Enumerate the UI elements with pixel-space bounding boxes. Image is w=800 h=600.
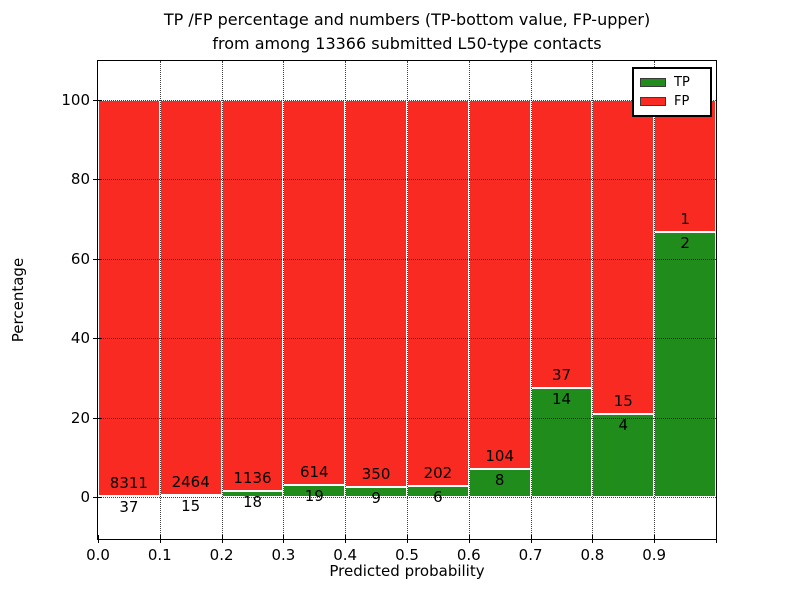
bar-segment-fp	[283, 99, 346, 486]
tp-count-label: 8	[494, 470, 505, 489]
tp-count-label: 6	[433, 487, 443, 506]
fp-count-label: 37	[551, 366, 572, 385]
tp-count-label: 9	[371, 489, 381, 508]
legend-row-tp: TP	[640, 73, 704, 92]
y-tick-label: 20	[70, 408, 90, 427]
x-tick-mark	[283, 535, 285, 543]
tp-count-label: 2	[680, 234, 690, 253]
fp-count-label: 614	[299, 463, 329, 482]
tp-count-label: 18	[242, 493, 263, 512]
y-tick-mark	[93, 99, 102, 101]
y-tick-mark	[93, 417, 102, 419]
bar-segment-fp	[221, 99, 284, 492]
y-tick-label: 100	[61, 90, 90, 109]
gridline-vertical	[407, 61, 408, 539]
x-tick-label: 0.4	[333, 546, 358, 564]
gridline-horizontal	[98, 417, 716, 419]
y-tick-mark	[93, 258, 102, 260]
gridline-horizontal	[98, 99, 716, 101]
x-tick-label: 0.9	[642, 546, 667, 564]
x-tick-mark	[716, 535, 717, 543]
bar-segment-tp	[530, 388, 593, 498]
x-tick-label: 0.1	[147, 546, 172, 564]
legend-row-fp: FP	[640, 92, 704, 111]
gridline-vertical	[592, 61, 594, 539]
bar-segment-fp	[345, 99, 407, 488]
gridline-vertical	[345, 61, 347, 539]
y-tick-mark	[93, 338, 102, 340]
y-tick-label: 80	[70, 170, 90, 189]
legend-label-fp: FP	[674, 94, 690, 109]
chart-title: TP /FP percentage and numbers (TP-bottom…	[97, 8, 717, 56]
x-tick-label: 0.0	[86, 546, 110, 564]
plot-area: TP FP 8311 37 2464 15 1136 18 614 19 350 9 202 6 104 8…	[61, 60, 717, 564]
y-tick-label: 40	[70, 329, 90, 348]
fp-count-label: 202	[423, 463, 453, 482]
fp-count-label: 104	[485, 446, 515, 465]
x-tick-label: 0.3	[271, 546, 296, 564]
y-tick-label: 60	[70, 249, 90, 268]
bar-segment-fp	[407, 99, 469, 486]
legend-swatch-tp	[640, 78, 666, 87]
x-tick-mark	[530, 535, 532, 543]
y-tick-mark	[93, 179, 102, 181]
x-tick-mark	[221, 535, 223, 543]
gridline-horizontal	[98, 258, 716, 260]
fp-count-label: 8311	[109, 473, 148, 492]
x-axis-label: Predicted probability	[329, 562, 485, 580]
fp-count-label: 2464	[171, 472, 210, 491]
legend: TP FP	[632, 67, 712, 117]
legend-label-tp: TP	[674, 75, 690, 90]
gridline-vertical	[654, 61, 656, 539]
bar-segment-fp	[159, 99, 222, 495]
x-tick-label: 0.2	[209, 546, 234, 564]
bar-segment-tp	[98, 495, 160, 498]
x-tick-mark	[98, 535, 99, 543]
legend-swatch-fp	[640, 97, 666, 106]
x-tick-mark	[468, 535, 470, 543]
bar-segment-fp	[592, 99, 655, 414]
gridline-vertical	[468, 61, 470, 539]
gridline-vertical	[221, 61, 223, 539]
x-tick-mark	[407, 535, 408, 543]
x-tick-mark	[345, 535, 347, 543]
tp-count-label: 19	[304, 487, 324, 506]
gridline-vertical	[283, 61, 285, 539]
gridline-horizontal	[98, 497, 716, 499]
gridline-vertical	[530, 61, 532, 539]
fp-count-label: 1136	[233, 469, 272, 488]
gridline-horizontal	[98, 338, 716, 340]
x-tick-label: 0.6	[456, 546, 481, 564]
bar-segment-fp	[530, 99, 593, 389]
chart-title-line1: TP /FP percentage and numbers (TP-bottom…	[163, 10, 651, 29]
x-tick-label: 0.8	[580, 546, 605, 564]
gridline-horizontal	[98, 179, 716, 181]
gridline-vertical	[159, 61, 161, 539]
fp-count-label: 15	[613, 391, 633, 410]
y-tick-mark	[93, 497, 102, 499]
tp-count-label: 4	[618, 415, 629, 434]
x-tick-mark	[654, 535, 656, 543]
y-axis-label: Percentage	[9, 257, 27, 343]
x-tick-label: 0.7	[518, 546, 543, 564]
tp-count-label: 15	[181, 496, 201, 515]
bar-segment-fp	[98, 99, 160, 496]
fp-count-label: 1	[680, 210, 690, 229]
x-tick-mark	[159, 535, 161, 543]
chart-title-line2: from among 13366 submitted L50-type cont…	[212, 34, 602, 53]
bar-segment-tp	[654, 232, 716, 498]
bar-segment-fp	[468, 99, 531, 469]
x-tick-mark	[592, 535, 594, 543]
tp-count-label: 37	[119, 497, 139, 516]
fp-count-label: 350	[361, 465, 391, 484]
tp-count-label: 14	[551, 390, 572, 409]
x-tick-label: 0.5	[395, 546, 419, 564]
bar-segment-tp	[468, 468, 531, 498]
y-tick-label: 0	[80, 488, 90, 507]
